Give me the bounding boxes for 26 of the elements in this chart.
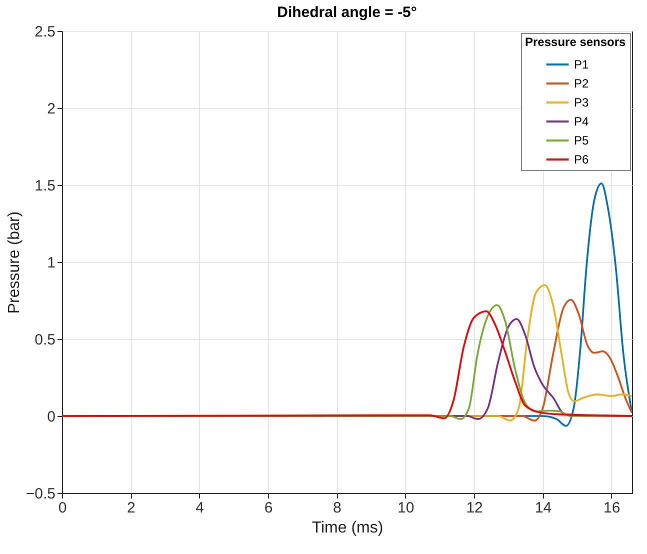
legend-label: P3 [574, 96, 590, 110]
x-tick-label: 12 [466, 500, 483, 516]
y-tick-label: −0.5 [26, 486, 56, 502]
y-tick-label: 2 [47, 100, 56, 118]
x-tick-label: 2 [127, 500, 136, 516]
legend-title: Pressure sensors [525, 35, 626, 49]
legend-label: P6 [574, 152, 590, 166]
x-axis-title: Time (ms) [312, 520, 384, 536]
x-tick-label: 0 [58, 500, 67, 516]
x-tick-label: 14 [534, 500, 552, 516]
x-tick-label: 10 [398, 500, 414, 516]
chart-title: Dihedral angle = -5° [277, 4, 417, 21]
y-tick-label: 2.5 [34, 24, 56, 40]
x-tick-label: 16 [604, 500, 620, 516]
legend-label: P5 [574, 134, 590, 148]
legend-label: P4 [574, 114, 590, 128]
y-tick-label: 0.5 [34, 332, 56, 348]
y-tick-label: 0 [47, 408, 56, 426]
y-tick-label: 1 [47, 254, 56, 272]
legend-label: P2 [574, 76, 590, 90]
y-axis-title: Pressure (bar) [6, 211, 23, 314]
x-tick-label: 8 [333, 500, 342, 516]
legend-label: P1 [574, 58, 590, 72]
x-tick-label: 4 [196, 500, 204, 516]
y-tick-label: 1.5 [34, 178, 56, 194]
x-tick-label: 6 [264, 500, 273, 516]
